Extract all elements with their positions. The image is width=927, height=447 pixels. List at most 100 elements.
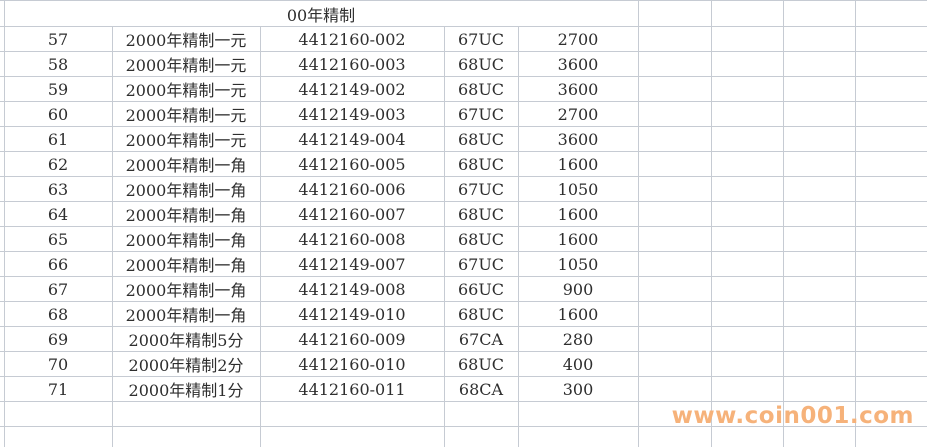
cell-sliver[interactable]	[0, 301, 5, 327]
cell-price[interactable]: 2700	[518, 101, 639, 127]
cell-price[interactable]: 1050	[518, 176, 639, 202]
cell-sliver[interactable]	[0, 51, 5, 77]
cell-sliver[interactable]	[0, 351, 5, 377]
cell-description[interactable]: 2000年精制一角	[112, 151, 261, 177]
cell-empty[interactable]	[638, 401, 712, 427]
cell-price[interactable]: 1600	[518, 201, 639, 227]
cell-empty[interactable]	[711, 26, 784, 52]
cell-empty[interactable]	[711, 426, 784, 447]
cell-empty[interactable]	[638, 251, 712, 277]
cell-sliver[interactable]	[0, 201, 5, 227]
cell-empty[interactable]	[783, 201, 856, 227]
cell-serial-number[interactable]: 4412149-002	[260, 76, 445, 102]
cell-serial-number[interactable]: 4412160-005	[260, 151, 445, 177]
cell-empty[interactable]	[783, 301, 856, 327]
cell-empty[interactable]	[855, 201, 927, 227]
cell-empty[interactable]	[855, 251, 927, 277]
cell-empty[interactable]	[711, 376, 784, 402]
cell-empty[interactable]	[783, 151, 856, 177]
cell-grade[interactable]: 67UC	[444, 251, 519, 277]
cell-description[interactable]: 2000年精制2分	[112, 351, 261, 377]
cell-serial-number[interactable]: 4412160-002	[260, 26, 445, 52]
cell-empty[interactable]	[638, 376, 712, 402]
cell-grade[interactable]: 68UC	[444, 151, 519, 177]
cell-row-number[interactable]	[4, 426, 113, 447]
cell-price[interactable]: 400	[518, 351, 639, 377]
cell-row-number[interactable]: 59	[4, 76, 113, 102]
cell-serial-number[interactable]: 4412160-003	[260, 51, 445, 77]
cell-serial-number[interactable]: 4412160-009	[260, 326, 445, 352]
cell-empty[interactable]	[638, 76, 712, 102]
cell-empty[interactable]	[783, 76, 856, 102]
cell-sliver[interactable]	[0, 426, 5, 447]
cell-empty[interactable]	[855, 126, 927, 152]
cell-row-number[interactable]: 60	[4, 101, 113, 127]
cell-empty[interactable]	[638, 426, 712, 447]
cell-empty[interactable]	[783, 326, 856, 352]
cell-empty[interactable]	[855, 276, 927, 302]
cell-sliver[interactable]	[0, 76, 5, 102]
cell-empty[interactable]	[711, 201, 784, 227]
cell-empty[interactable]	[638, 51, 712, 77]
cell-empty[interactable]	[638, 351, 712, 377]
cell-row-number[interactable]: 68	[4, 301, 113, 327]
cell-empty[interactable]	[783, 176, 856, 202]
cell-sliver[interactable]	[0, 276, 5, 302]
cell-empty[interactable]	[783, 226, 856, 252]
cell-empty[interactable]	[783, 251, 856, 277]
cell-empty[interactable]	[638, 26, 712, 52]
cell-row-number[interactable]: 70	[4, 351, 113, 377]
cell-price[interactable]: 300	[518, 376, 639, 402]
cell-grade[interactable]: 68UC	[444, 201, 519, 227]
cell-empty[interactable]	[638, 276, 712, 302]
cell-price[interactable]: 2700	[518, 26, 639, 52]
cell-price[interactable]: 3600	[518, 76, 639, 102]
cell-sliver[interactable]	[0, 126, 5, 152]
cell-sliver[interactable]	[0, 151, 5, 177]
cell-row-number[interactable]: 63	[4, 176, 113, 202]
cell-empty[interactable]	[638, 226, 712, 252]
cell-empty[interactable]	[711, 276, 784, 302]
cell-price[interactable]: 1600	[518, 226, 639, 252]
cell-description[interactable]: 2000年精制一元	[112, 126, 261, 152]
cell-description[interactable]	[112, 401, 261, 427]
cell-grade[interactable]: 68UC	[444, 126, 519, 152]
cell-serial-number[interactable]: 4412160-011	[260, 376, 445, 402]
cell-empty[interactable]	[638, 0, 712, 27]
cell-empty[interactable]	[855, 401, 927, 427]
cell-description[interactable]: 2000年精制一元	[112, 76, 261, 102]
cell-row-number[interactable]: 58	[4, 51, 113, 77]
cell-empty[interactable]	[783, 26, 856, 52]
cell-empty[interactable]	[711, 251, 784, 277]
cell-grade[interactable]: 68UC	[444, 226, 519, 252]
cell-serial-number[interactable]: 4412149-008	[260, 276, 445, 302]
cell-description[interactable]: 2000年精制一元	[112, 26, 261, 52]
cell-empty[interactable]	[783, 51, 856, 77]
cell-empty[interactable]	[855, 226, 927, 252]
cell-empty[interactable]	[711, 126, 784, 152]
cell-empty[interactable]	[638, 326, 712, 352]
cell-sliver[interactable]	[0, 176, 5, 202]
cell-sliver[interactable]	[0, 226, 5, 252]
cell-description[interactable]: 2000年精制5分	[112, 326, 261, 352]
cell-serial-number[interactable]: 4412160-008	[260, 226, 445, 252]
cell-description[interactable]: 2000年精制1分	[112, 376, 261, 402]
cell-description[interactable]: 2000年精制一角	[112, 201, 261, 227]
cell-price[interactable]: 3600	[518, 126, 639, 152]
cell-grade[interactable]: 68UC	[444, 351, 519, 377]
cell-serial-number[interactable]: 4412160-006	[260, 176, 445, 202]
cell-empty[interactable]	[711, 226, 784, 252]
cell-serial-number[interactable]: 4412160-010	[260, 351, 445, 377]
cell-serial-number[interactable]: 4412160-007	[260, 201, 445, 227]
cell-empty[interactable]	[783, 126, 856, 152]
cell-sliver[interactable]	[0, 326, 5, 352]
cell-sliver[interactable]	[0, 101, 5, 127]
cell-grade[interactable]: 68CA	[444, 376, 519, 402]
cell-price[interactable]: 1600	[518, 151, 639, 177]
cell-price[interactable]: 3600	[518, 51, 639, 77]
cell-grade[interactable]: 67UC	[444, 176, 519, 202]
cell-price[interactable]: 1050	[518, 251, 639, 277]
cell-grade[interactable]: 68UC	[444, 76, 519, 102]
cell-empty[interactable]	[638, 176, 712, 202]
cell-grade[interactable]: 66UC	[444, 276, 519, 302]
